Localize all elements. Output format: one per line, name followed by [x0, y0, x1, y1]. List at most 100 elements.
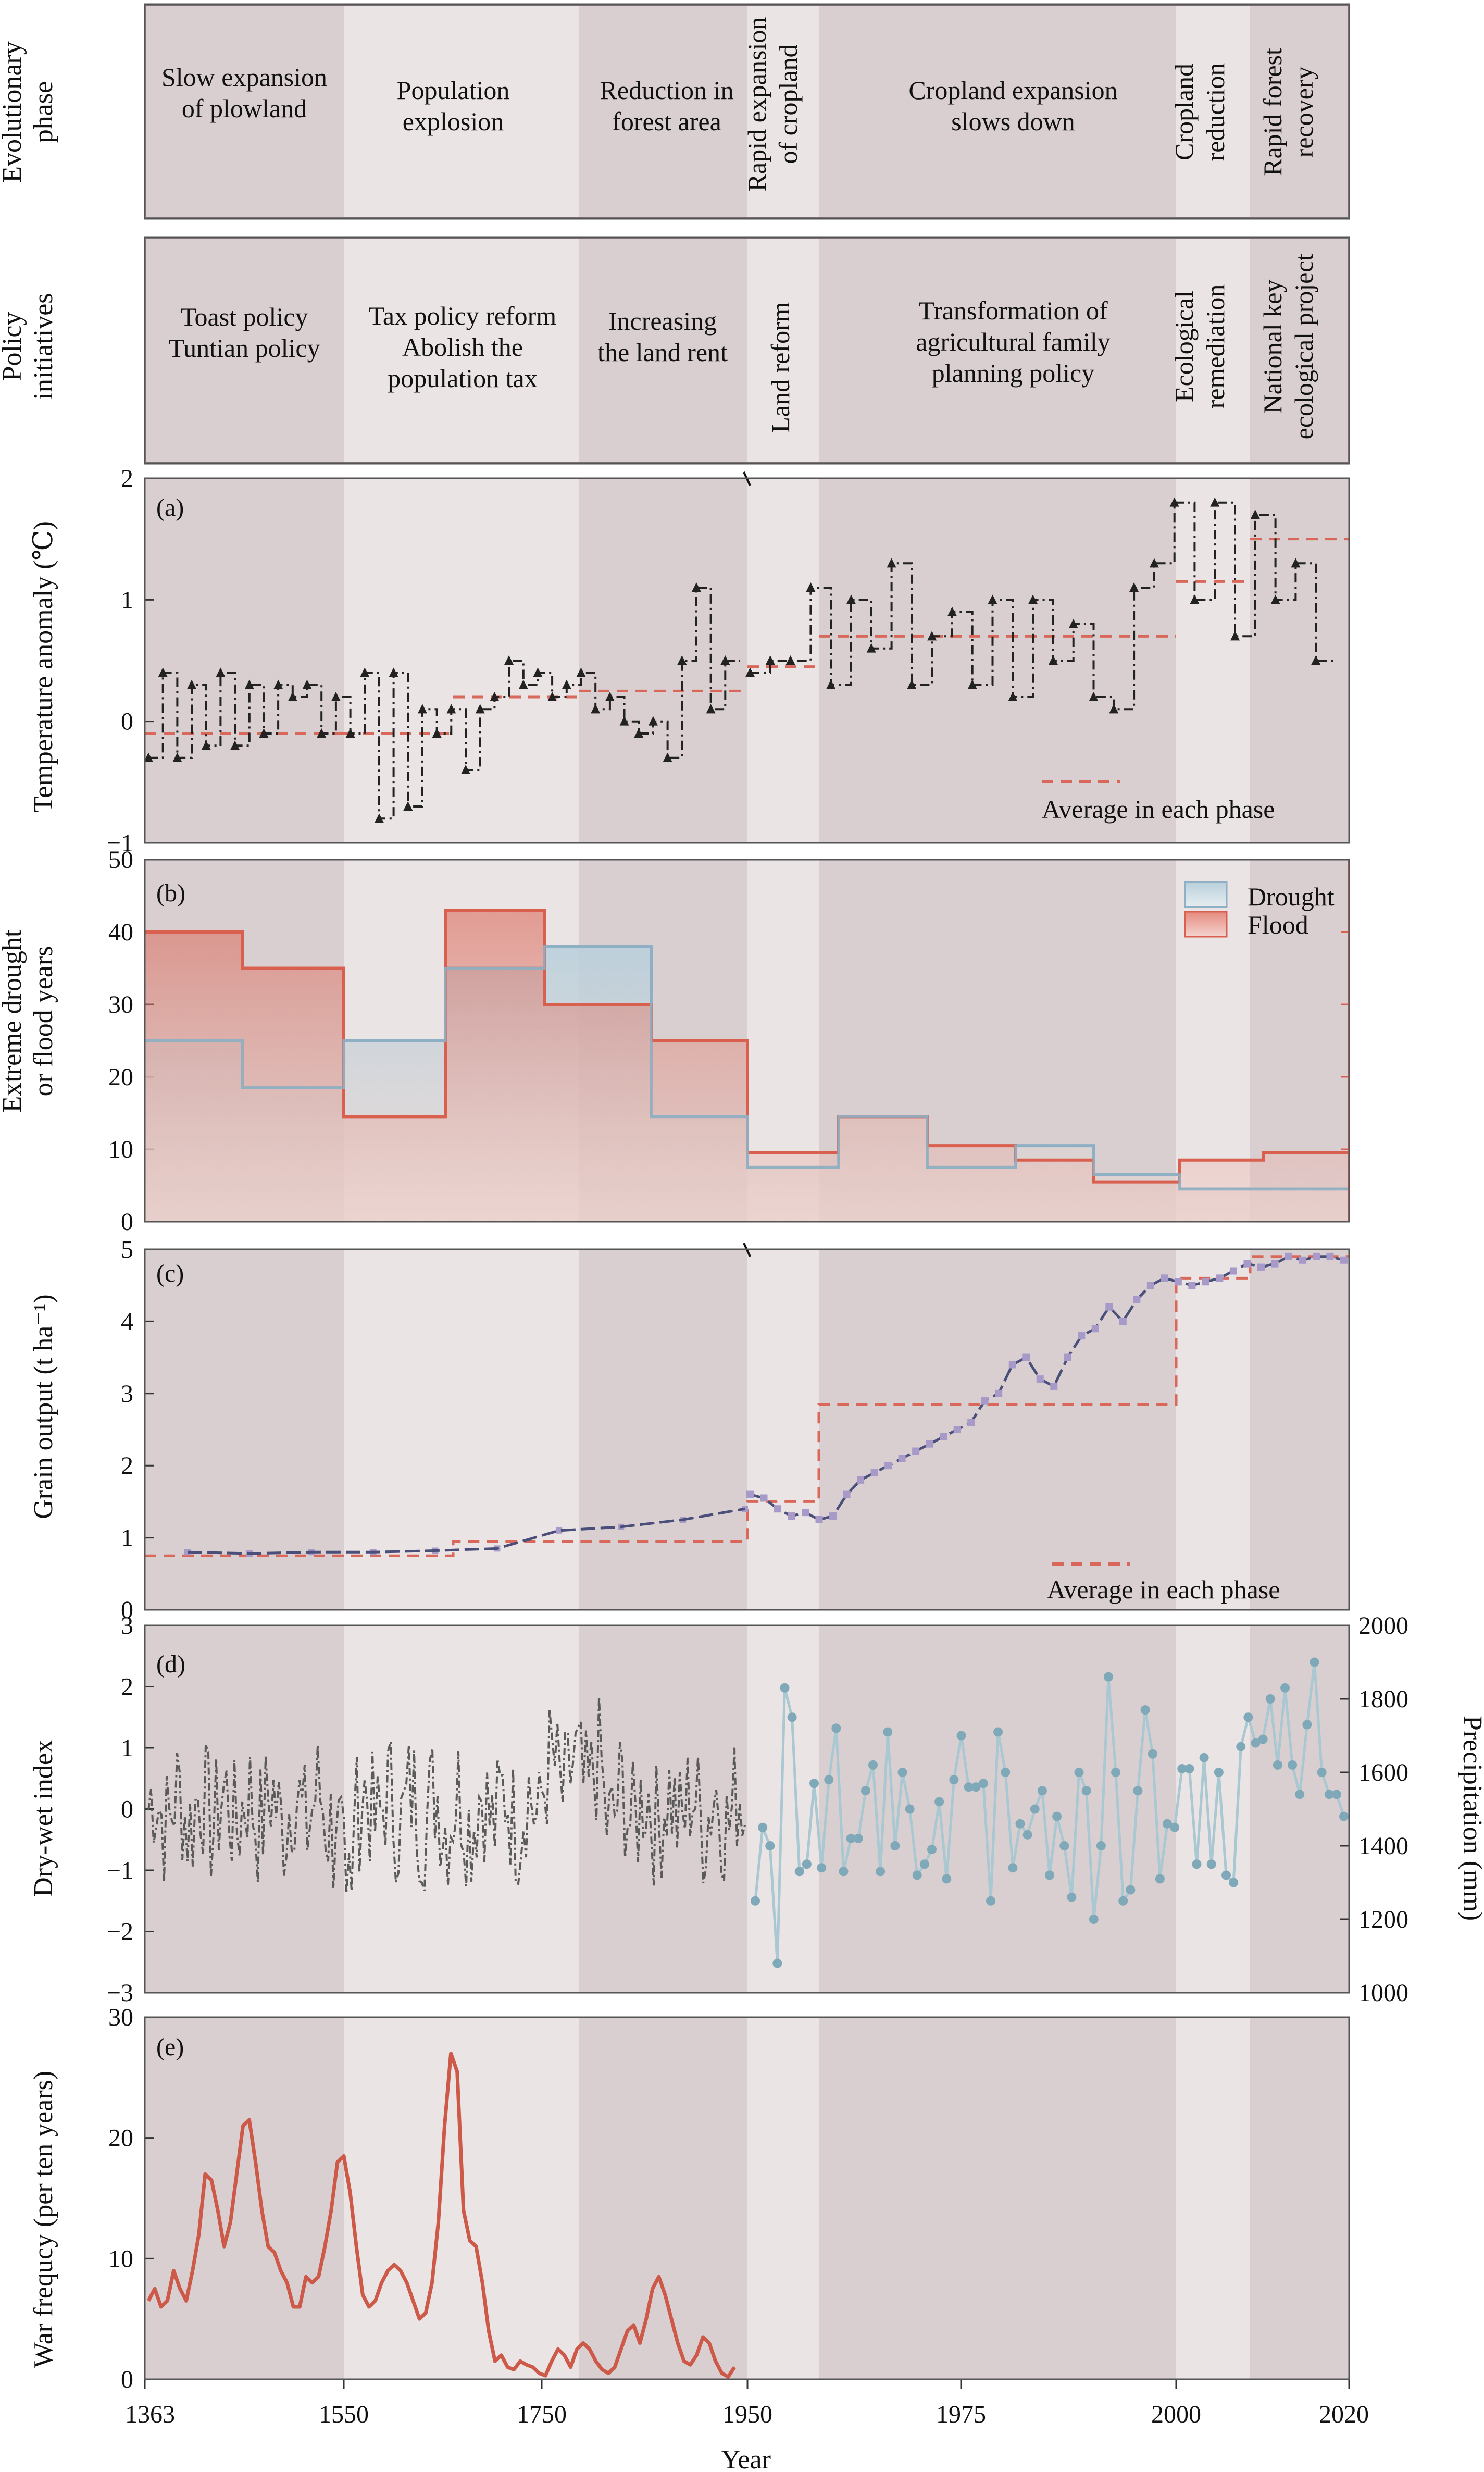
grain-marker: [967, 1419, 975, 1426]
precip-point: [868, 1760, 878, 1770]
grain-marker: [1050, 1382, 1058, 1390]
phase-label-7: Rapid forest: [1258, 48, 1287, 176]
panel-frame: [144, 1248, 1350, 1611]
precip-y-label: 2000: [1358, 1612, 1408, 1639]
temp-marker: [1089, 692, 1099, 701]
precip-point: [978, 1779, 988, 1788]
phase-band: [1250, 1625, 1349, 1993]
phase-label-6: Cropland: [1169, 64, 1199, 160]
drywet-y-label: 2: [121, 1673, 133, 1701]
x-tick-label: 2020: [1319, 2401, 1369, 2428]
phase-band: [344, 237, 579, 464]
temp-series-ancient: [148, 587, 740, 820]
precip-point: [1206, 1859, 1216, 1869]
phase-label-4: Rapid expansion: [742, 17, 771, 192]
phase-band: [579, 1625, 747, 1993]
precip-point: [846, 1833, 856, 1843]
grain-marker: [1271, 1260, 1279, 1268]
phase-band: [145, 2017, 344, 2379]
legend-drought-swatch: [1184, 881, 1228, 908]
grain-marker: [788, 1512, 795, 1520]
temp-marker: [1109, 704, 1119, 714]
war-y-label: 20: [108, 2125, 133, 2152]
precip-point: [765, 1841, 775, 1850]
drywet-y-label: −2: [107, 1918, 133, 1946]
grain-marker: [1285, 1252, 1292, 1260]
precip-y-label: 1400: [1358, 1832, 1408, 1860]
phase-row-label-2: phase: [29, 81, 58, 143]
df-y-label: 30: [108, 991, 133, 1018]
precip-point: [919, 1859, 929, 1869]
policy-label-7: ecological project: [1289, 254, 1318, 440]
phase-band: [1250, 237, 1349, 464]
phase-band: [1250, 478, 1349, 843]
x-axis-label: Year: [721, 2445, 771, 2472]
panel-frames: [144, 3, 1350, 2380]
policy-label-2: Tax policy reform: [369, 301, 556, 330]
grain-marker: [1188, 1282, 1196, 1289]
precip-point: [1177, 1763, 1187, 1773]
phase-band: [1176, 1625, 1250, 1993]
temp-marker: [1311, 655, 1321, 665]
panel-frame: [144, 1624, 1350, 1994]
precip-point: [934, 1797, 944, 1807]
precip-point: [1229, 1878, 1239, 1887]
temp-marker: [927, 631, 937, 641]
grain-phase-average: [145, 1255, 1349, 1557]
precip-point: [824, 1775, 834, 1785]
temp-marker: [432, 728, 442, 738]
panel-frame: [144, 477, 1350, 844]
phase-band: [1250, 4, 1349, 219]
precip-point: [1288, 1760, 1298, 1770]
precip-y-label: 1000: [1358, 1979, 1408, 2007]
grain-marker: [940, 1433, 947, 1440]
temp-marker: [1250, 510, 1260, 519]
phase-band: [747, 237, 819, 464]
war-y-label: 10: [108, 2245, 133, 2272]
temp-marker: [331, 692, 341, 701]
precip-point: [1104, 1672, 1113, 1682]
precip-point: [809, 1779, 819, 1788]
panel-frame: [144, 3, 1350, 220]
precip-point: [1045, 1870, 1054, 1880]
precip-point: [927, 1845, 937, 1855]
grain-marker: [953, 1426, 961, 1433]
temp-marker: [1149, 558, 1159, 568]
precip-point: [1074, 1768, 1084, 1777]
grain-marker: [184, 1549, 191, 1556]
temp-marker: [988, 594, 997, 604]
phase-band: [819, 237, 1176, 464]
precip-point: [956, 1731, 966, 1741]
precip-point: [993, 1727, 1003, 1737]
precip-point: [1037, 1786, 1047, 1796]
phase-band: [344, 478, 579, 843]
grain-marker: [1133, 1296, 1141, 1303]
temp-marker: [374, 813, 384, 823]
war-y-label: 30: [108, 2004, 133, 2031]
panel-frame: [144, 2016, 1350, 2380]
precip-point: [1310, 1657, 1319, 1667]
temp-marker: [1210, 497, 1220, 507]
precip-point: [853, 1833, 863, 1843]
precip-point: [831, 1723, 841, 1733]
x-tick-label: 1950: [722, 2401, 772, 2428]
precip-y-label: 1600: [1358, 1759, 1408, 1786]
precip-point: [1133, 1786, 1143, 1796]
df-y-label: 40: [108, 918, 133, 946]
grain-marker: [556, 1527, 563, 1534]
temp-marker: [619, 716, 629, 726]
phase-band: [145, 478, 344, 843]
precip-point: [942, 1874, 952, 1884]
precip-point: [1273, 1760, 1282, 1770]
grain-y-label: 4: [121, 1308, 133, 1335]
x-tick-label: 1363: [125, 2401, 175, 2428]
precip-point: [1265, 1694, 1275, 1704]
temp-marker: [1270, 594, 1280, 604]
row-frame: [145, 5, 1349, 218]
drought-line-top: [145, 945, 1349, 1190]
phase-band: [1176, 237, 1250, 464]
panel-frame: [144, 236, 1350, 465]
precip-point: [986, 1896, 995, 1906]
precip-point: [1155, 1874, 1165, 1884]
temp-marker: [187, 679, 197, 689]
